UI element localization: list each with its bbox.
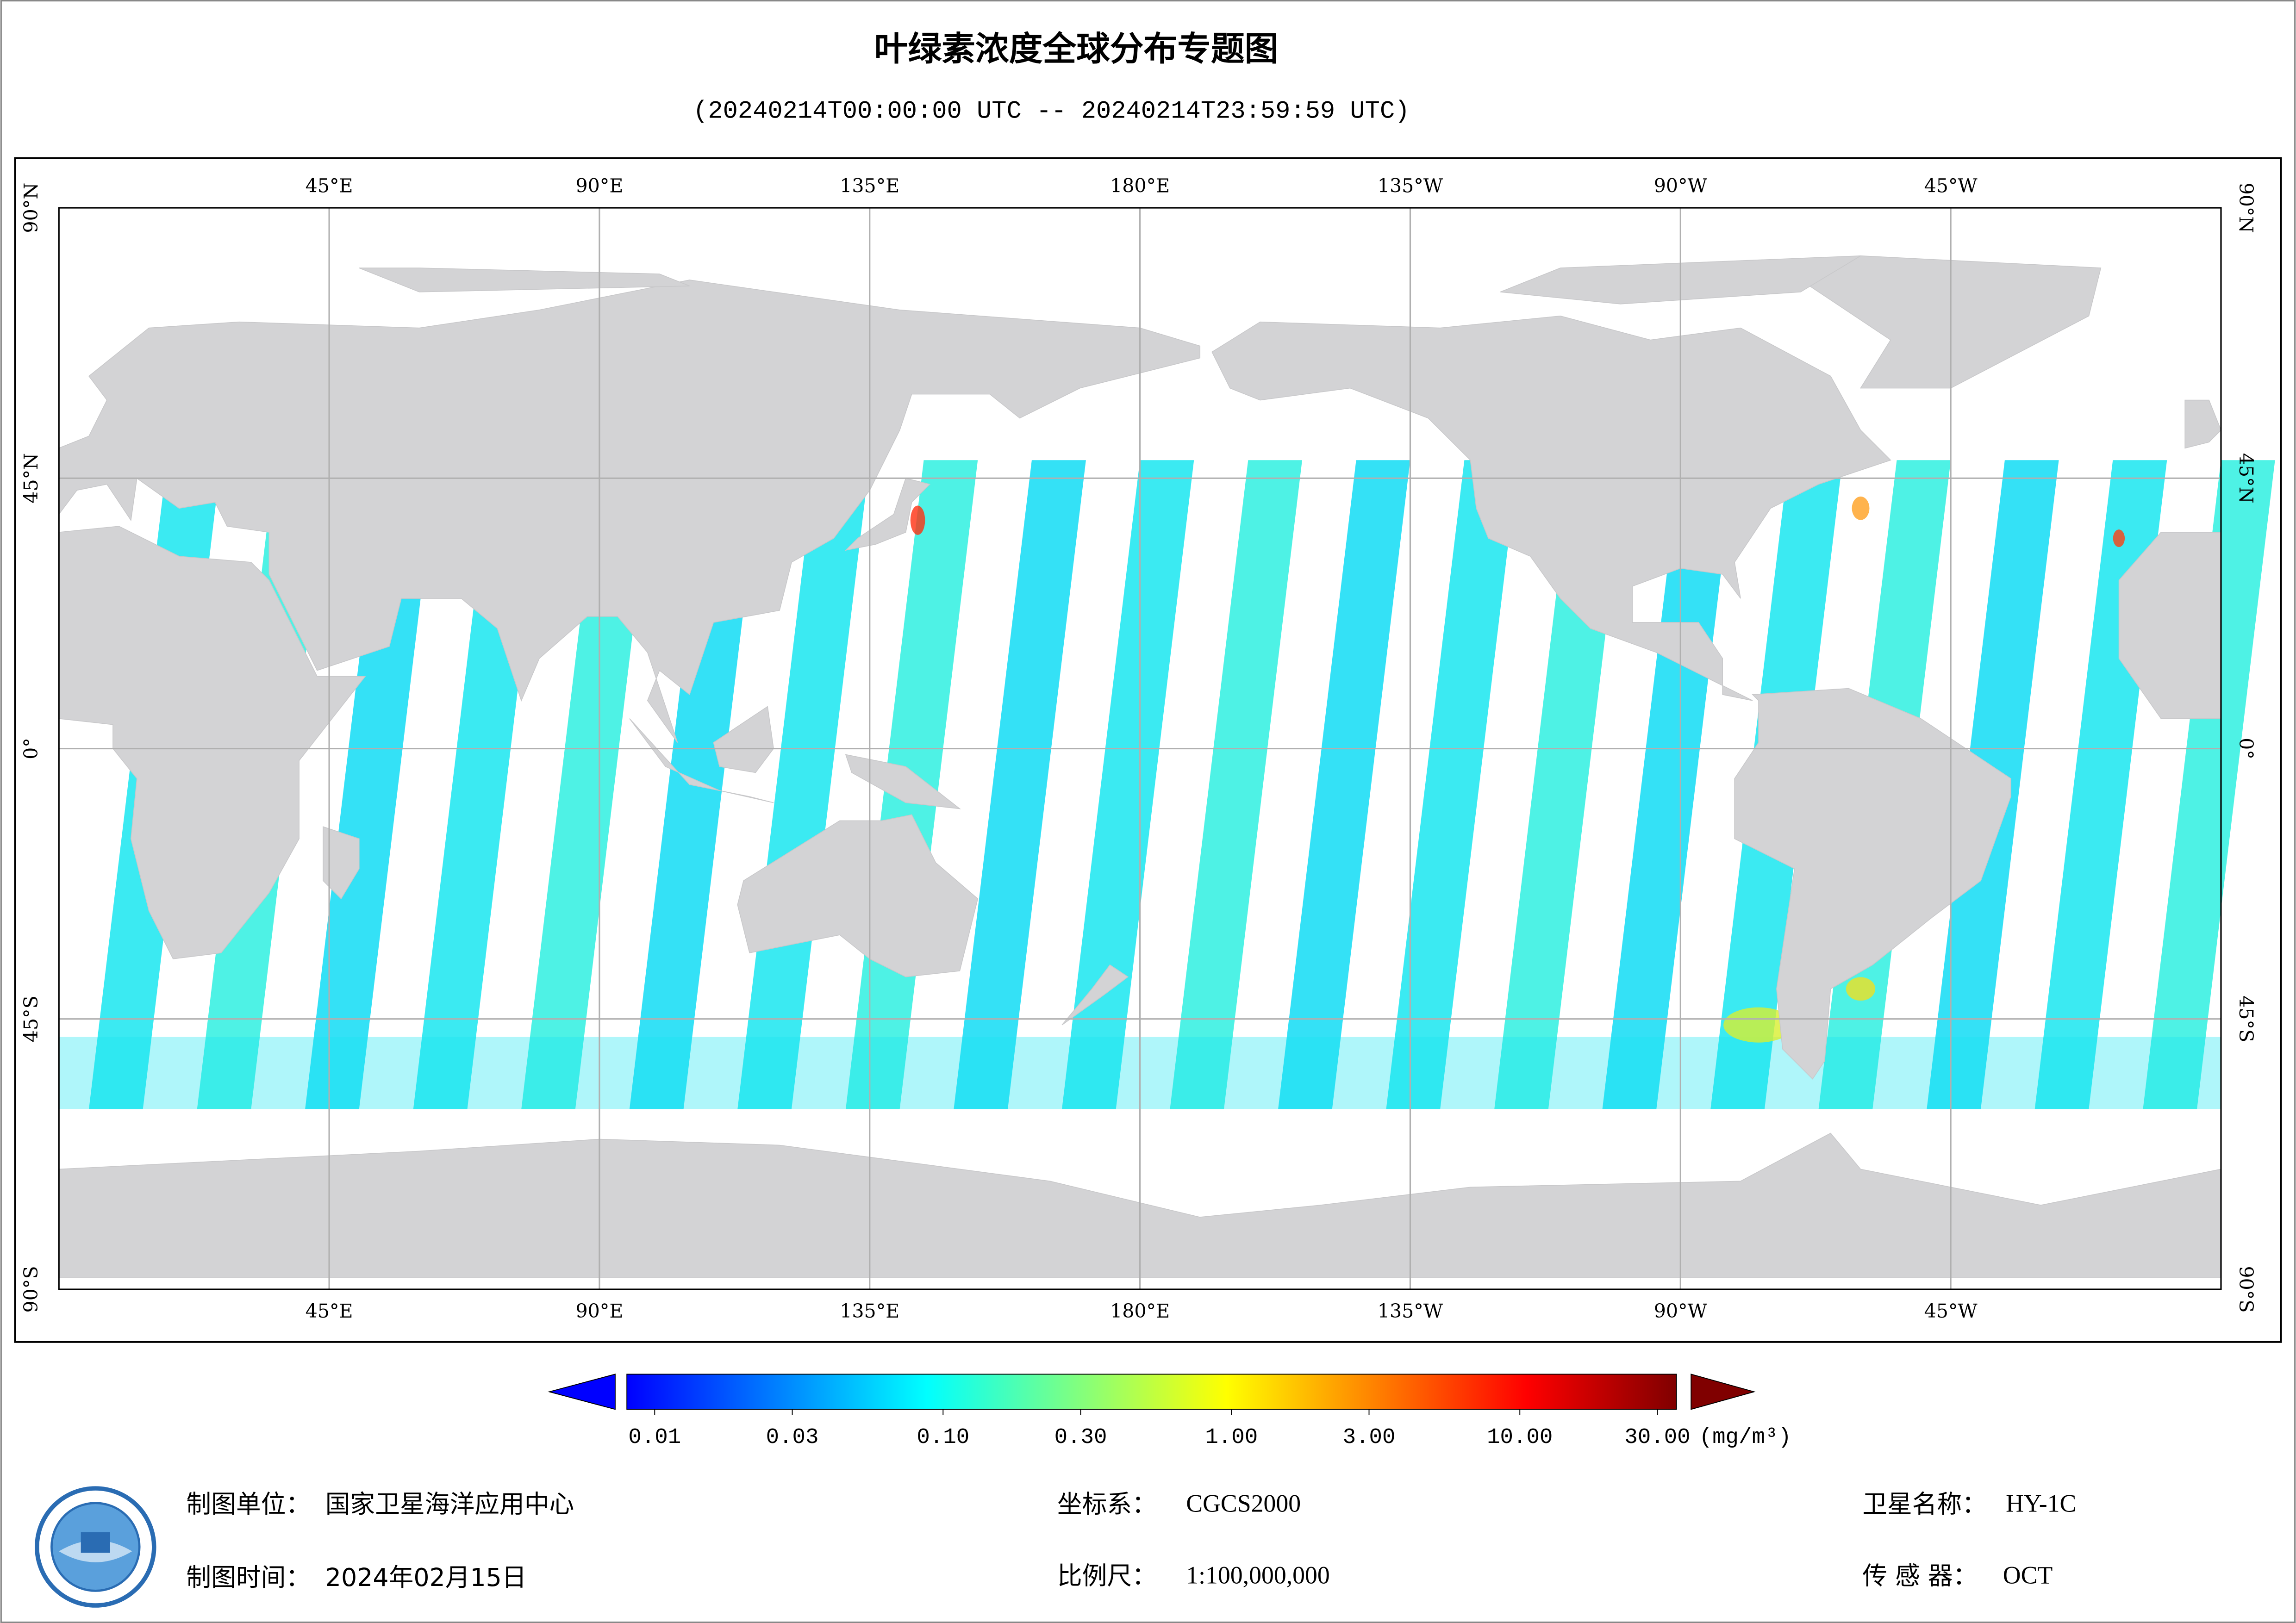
map bbox=[58, 208, 2275, 1289]
land bbox=[845, 754, 961, 809]
map-border bbox=[58, 207, 2222, 1290]
swath bbox=[954, 460, 1086, 1109]
land bbox=[2184, 399, 2221, 449]
lat-label: 0° bbox=[20, 738, 42, 759]
swath bbox=[1170, 460, 1302, 1109]
colorbar-tick-label: 0.10 bbox=[917, 1425, 969, 1450]
lon-label: 90°W bbox=[1654, 1300, 1708, 1322]
lat-label: 45°N bbox=[20, 453, 42, 504]
footer-value: 国家卫星海洋应用中心 bbox=[325, 1490, 574, 1519]
footer-label: 传 感 器： bbox=[1862, 1561, 1978, 1591]
footer-value: OCT bbox=[2003, 1561, 2053, 1589]
lon-label: 90°W bbox=[1654, 174, 1708, 197]
lon-label: 45°W bbox=[1924, 1300, 1978, 1322]
land bbox=[323, 826, 360, 900]
land bbox=[1211, 315, 1891, 701]
colorbar-unit: (mg/m³) bbox=[1699, 1425, 1791, 1450]
land bbox=[1734, 688, 2011, 1080]
land bbox=[737, 814, 979, 977]
lon-label: 45°E bbox=[306, 174, 353, 197]
footer-value: HY-1C bbox=[2006, 1489, 2076, 1517]
colorbar-tick-label: 0.03 bbox=[766, 1425, 819, 1450]
footer-label: 坐标系： bbox=[1057, 1490, 1157, 1519]
footer-value: 2024年02月15日 bbox=[325, 1563, 527, 1592]
lon-label: 45°E bbox=[306, 1300, 353, 1322]
swath bbox=[2143, 460, 2275, 1109]
footer-label: 比例尺： bbox=[1057, 1561, 1157, 1591]
land bbox=[359, 267, 690, 292]
swath bbox=[1386, 460, 1519, 1109]
land bbox=[58, 280, 1201, 743]
swath bbox=[1602, 460, 1735, 1109]
colorbar-tick-label: 0.01 bbox=[628, 1425, 681, 1450]
high-chl bbox=[2113, 529, 2125, 547]
land bbox=[713, 706, 774, 773]
logo bbox=[35, 1486, 156, 1608]
lon-label: 90°E bbox=[575, 1300, 623, 1322]
lat-label: 0° bbox=[2235, 738, 2257, 759]
lat-label: 45°S bbox=[20, 995, 42, 1042]
colorbar-low-arrow bbox=[547, 1374, 616, 1410]
lon-label: 135°W bbox=[1378, 174, 1443, 197]
colorbar-tick-label: 10.00 bbox=[1487, 1425, 1553, 1450]
map-frame bbox=[14, 157, 2282, 1343]
lat-label: 45°N bbox=[2235, 453, 2257, 504]
lon-label: 180°E bbox=[1110, 174, 1170, 197]
title: 叶绿素浓度全球分布专题图 bbox=[874, 30, 1279, 69]
high-chl bbox=[1852, 496, 1870, 520]
land bbox=[629, 718, 774, 803]
swath bbox=[305, 460, 437, 1109]
colorbar-tick-label: 0.30 bbox=[1054, 1425, 1107, 1450]
lon-label: 45°W bbox=[1924, 174, 1978, 197]
high-chl bbox=[1846, 977, 1876, 1001]
lon-label: 135°E bbox=[840, 1300, 899, 1322]
lat-label: 90°S bbox=[20, 1266, 42, 1312]
colorbar-high-arrow bbox=[1691, 1374, 1756, 1410]
colorbar-tick-label: 30.00 bbox=[1624, 1425, 1690, 1450]
lat-label: 45°S bbox=[2235, 995, 2257, 1042]
colorbar: 0.01 0.03 0.10 0.30 1.00 3.00 10.00 30.00 (mg/m³… bbox=[547, 1374, 1791, 1450]
footer-label: 制图单位： bbox=[186, 1490, 311, 1519]
lon-label: 135°E bbox=[840, 174, 899, 197]
high-chl bbox=[1723, 1007, 1794, 1043]
colorbar-bar bbox=[626, 1374, 1677, 1410]
footer-value: CGCS2000 bbox=[1186, 1489, 1301, 1517]
lat-label: 90°N bbox=[20, 183, 42, 233]
high-chl bbox=[910, 505, 925, 535]
lat-label: 90°S bbox=[2235, 1266, 2257, 1312]
colorbar-tick-label: 1.00 bbox=[1205, 1425, 1258, 1450]
swath bbox=[1278, 460, 1410, 1109]
subtitle: (20240214T00:00:00 UTC -- 20240214T23:59… bbox=[693, 98, 1410, 126]
colorbar-tick-label: 3.00 bbox=[1343, 1425, 1396, 1450]
lat-label: 90°N bbox=[2235, 183, 2257, 233]
swath bbox=[1062, 460, 1194, 1109]
land bbox=[1061, 964, 1129, 1026]
footer-label: 制图时间： bbox=[186, 1563, 311, 1592]
swath bbox=[521, 460, 654, 1109]
lon-label: 90°E bbox=[575, 174, 623, 197]
lon-label: 135°W bbox=[1378, 1300, 1443, 1322]
lon-label: 180°E bbox=[1110, 1300, 1170, 1322]
footer-value: 1:100,000,000 bbox=[1186, 1561, 1330, 1589]
footer-label: 卫星名称： bbox=[1862, 1490, 1987, 1519]
